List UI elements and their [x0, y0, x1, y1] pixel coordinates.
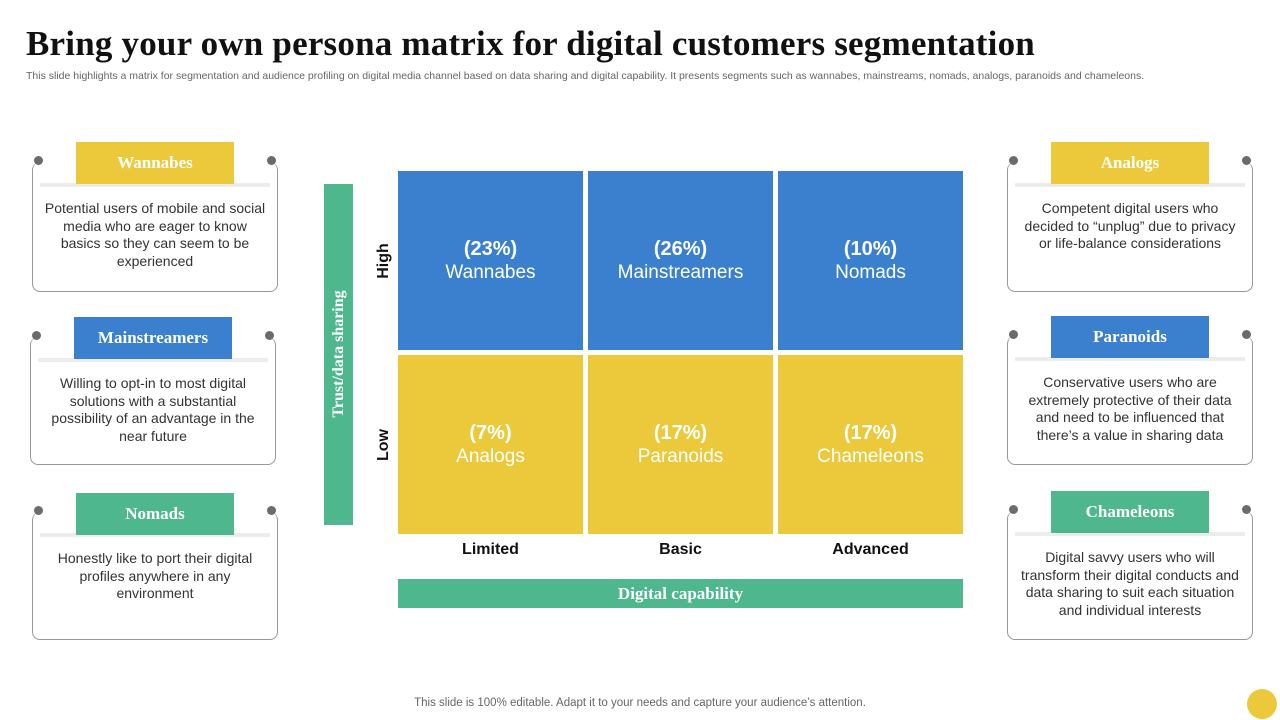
cell-percent: (26%)	[653, 237, 708, 260]
pin-dot-icon	[1242, 505, 1251, 514]
cell-percent: (7%)	[469, 421, 512, 444]
cell-percent: (23%)	[463, 237, 518, 260]
x-tick-limited: Limited	[462, 541, 519, 558]
card-divider	[40, 533, 270, 537]
card-text: Potential users of mobile and social med…	[44, 200, 266, 269]
x-tick-basic: Basic	[659, 541, 702, 558]
card-frame	[1007, 511, 1253, 640]
cell-percent: (17%)	[653, 421, 708, 444]
pin-dot-icon	[1009, 505, 1018, 514]
matrix-cell-nomads: (10%) Nomads	[778, 171, 963, 350]
cell-percent: (10%)	[843, 237, 898, 260]
card-text: Honestly like to port their digital prof…	[57, 550, 253, 601]
pin-dot-icon	[34, 156, 43, 165]
card-frame	[32, 162, 278, 292]
y-tick-low: Low	[375, 429, 392, 461]
cell-segment: Paranoids	[637, 445, 724, 467]
x-tick-advanced: Advanced	[832, 541, 909, 558]
cell-percent: (17%)	[843, 421, 898, 444]
pin-dot-icon	[34, 506, 43, 515]
matrix-cell-paranoids: (17%) Paranoids	[588, 355, 773, 534]
card-chameleons: Chameleons Digital savvy users who will …	[1007, 491, 1253, 640]
x-axis-label: Digital capability	[617, 583, 744, 603]
card-nomads: Nomads Honestly like to port their digit…	[32, 493, 278, 640]
card-analogs: Analogs Competent digital users who deci…	[1007, 142, 1253, 292]
pin-dot-icon	[267, 506, 276, 515]
cell-segment: Wannabes	[445, 261, 536, 283]
card-paranoids: Paranoids Conservative users who are ext…	[1007, 316, 1253, 465]
cell-segment: Nomads	[835, 261, 906, 283]
pin-dot-icon	[1242, 156, 1251, 165]
pin-dot-icon	[265, 331, 274, 340]
pin-dot-icon	[1242, 330, 1251, 339]
card-label: Wannabes	[76, 142, 234, 184]
y-axis-label: Trust/data sharing	[330, 290, 347, 418]
matrix-cell-chameleons: (17%) Chameleons	[778, 355, 963, 534]
y-tick-high: High	[375, 243, 392, 279]
cell-segment: Mainstreamers	[617, 261, 744, 283]
cell-segment: Chameleons	[817, 445, 924, 467]
card-label: Chameleons	[1051, 491, 1209, 533]
card-divider	[40, 183, 270, 187]
card-mainstreamers: Mainstreamers Willing to opt-in to most …	[30, 317, 276, 465]
card-frame	[1007, 336, 1253, 465]
card-frame	[30, 337, 276, 465]
card-text: Competent digital users who decided to “…	[1024, 200, 1236, 251]
matrix-cell-analogs: (7%) Analogs	[398, 355, 583, 534]
card-wannabes: Wannabes Potential users of mobile and s…	[32, 142, 278, 292]
card-text: Digital savvy users who will transform t…	[1021, 549, 1239, 618]
card-frame	[1007, 162, 1253, 292]
card-label: Mainstreamers	[74, 317, 232, 359]
card-divider	[38, 358, 268, 362]
card-text: Willing to opt-in to most digital soluti…	[51, 375, 255, 444]
card-label: Paranoids	[1051, 316, 1209, 358]
y-axis-bar	[324, 184, 353, 525]
card-divider	[1015, 532, 1245, 536]
footer-note: This slide is 100% editable. Adapt it to…	[414, 697, 866, 709]
pin-dot-icon	[32, 331, 41, 340]
page-title: Bring your own persona matrix for digita…	[26, 24, 1035, 63]
pin-dot-icon	[267, 156, 276, 165]
card-label: Nomads	[76, 493, 234, 535]
pin-dot-icon	[1009, 330, 1018, 339]
card-text: Conservative users who are extremely pro…	[1028, 374, 1232, 443]
pin-dot-icon	[1009, 156, 1018, 165]
corner-circle-icon	[1247, 689, 1277, 719]
card-divider	[1015, 183, 1245, 187]
x-axis-bar: Digital capability	[398, 579, 963, 608]
matrix-cell-wannabes: (23%) Wannabes	[398, 171, 583, 350]
card-frame	[32, 512, 278, 640]
card-divider	[1015, 357, 1245, 361]
matrix-cell-mainstreamers: (26%) Mainstreamers	[588, 171, 773, 350]
card-label: Analogs	[1051, 142, 1209, 184]
page-subtitle: This slide highlights a matrix for segme…	[26, 70, 1145, 82]
cell-segment: Analogs	[456, 445, 525, 467]
